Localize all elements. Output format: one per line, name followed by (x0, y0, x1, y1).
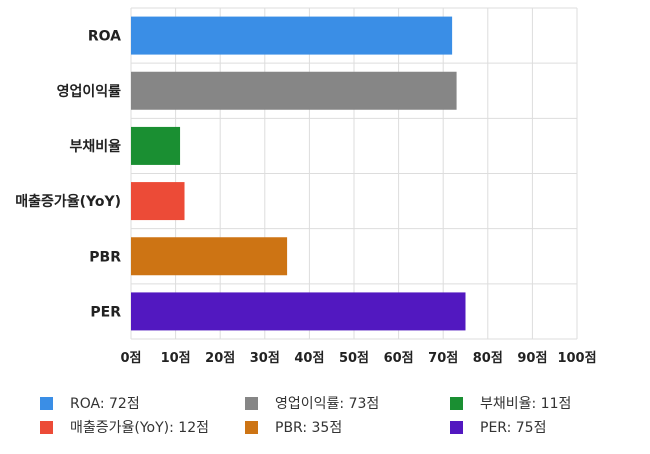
x-tick-label: 20점 (205, 351, 235, 366)
x-tick-label: 50점 (339, 351, 369, 366)
legend-item-roa: ROA: 72점 (40, 392, 140, 414)
legend-swatch-pbr (245, 420, 258, 434)
bar-1 (131, 71, 457, 110)
x-tick-label: 10점 (161, 351, 191, 366)
legend-label-revenue-growth: 매출증가율(YoY): 12점 (70, 420, 209, 436)
category-label: PER (90, 304, 121, 320)
x-tick-label: 90점 (517, 351, 547, 366)
legend-label-pbr: PBR: 35점 (275, 420, 343, 436)
legend-item-pbr: PBR: 35점 (245, 416, 342, 438)
legend-swatch-per (450, 420, 463, 434)
x-tick-label: 60점 (384, 351, 414, 366)
legend-swatch-operating-margin (245, 396, 258, 410)
legend: ROA: 72점 영업이익률: 73점 부채비율: 11점 매출증가율(YoY)… (40, 392, 640, 442)
legend-label-operating-margin: 영업이익률: 73점 (275, 396, 380, 412)
x-tick-label: 30점 (250, 351, 280, 366)
legend-label-per: PER: 75점 (480, 420, 547, 436)
x-tick-label: 40점 (294, 351, 324, 366)
legend-item-operating-margin: 영업이익률: 73점 (245, 392, 379, 414)
bar-3 (131, 182, 185, 221)
bar-0 (131, 16, 453, 55)
bar-4 (131, 237, 288, 276)
category-label: PBR (89, 249, 121, 265)
legend-item-debt-ratio: 부채비율: 11점 (450, 392, 571, 414)
x-tick-label: 100점 (557, 351, 596, 366)
x-tick-label: 0점 (120, 351, 141, 366)
legend-item-per: PER: 75점 (450, 416, 546, 438)
legend-label-debt-ratio: 부채비율: 11점 (480, 396, 572, 412)
bar-5 (131, 292, 466, 331)
category-label: 매출증가율(YoY) (15, 193, 121, 210)
x-tick-label: 80점 (473, 351, 503, 366)
legend-item-revenue-growth: 매출증가율(YoY): 12점 (40, 416, 209, 438)
category-label: 영업이익률 (57, 83, 122, 100)
category-label: ROA (88, 29, 121, 45)
legend-swatch-debt-ratio (450, 396, 463, 410)
legend-swatch-roa (40, 396, 53, 410)
legend-label-roa: ROA: 72점 (70, 396, 140, 412)
category-label: 부채비율 (69, 138, 121, 155)
legend-swatch-revenue-growth (40, 420, 53, 434)
x-tick-label: 70점 (428, 351, 458, 366)
bar-2 (131, 126, 181, 165)
